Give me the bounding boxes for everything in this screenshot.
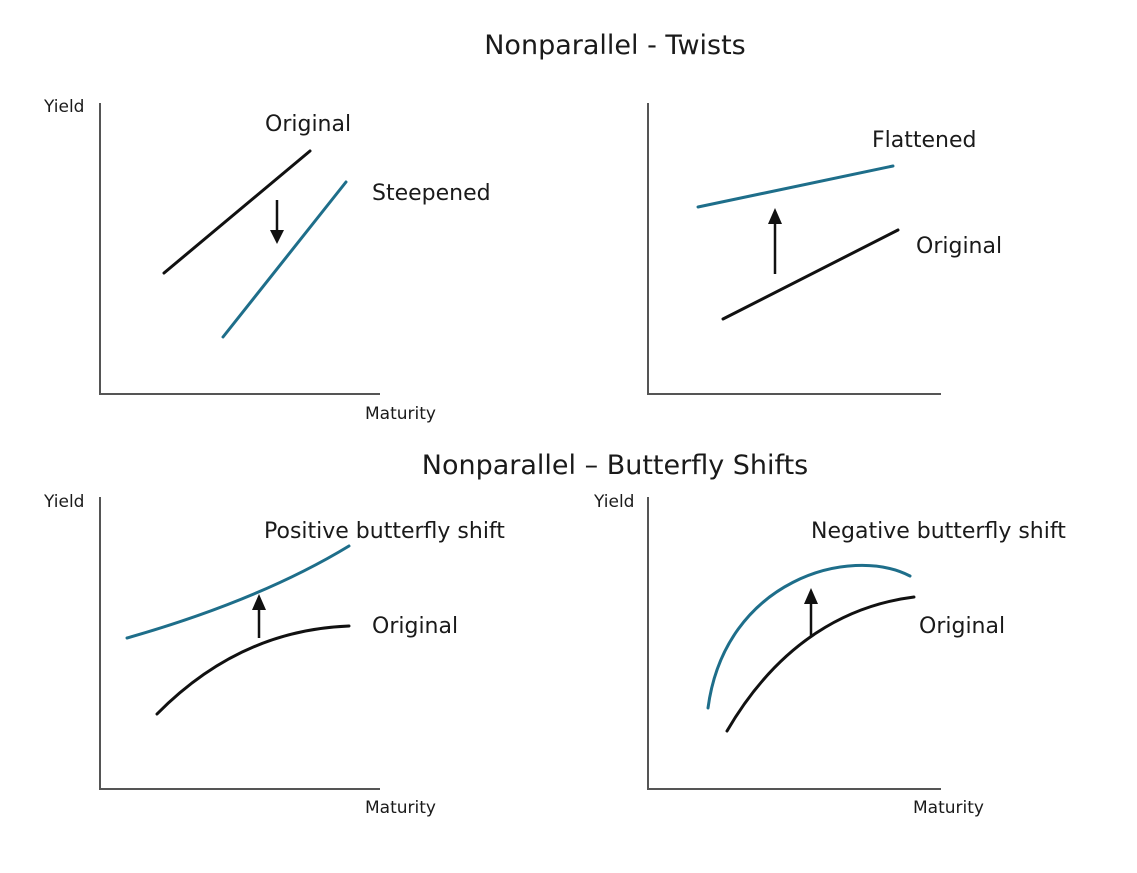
steepened-shift-arrow <box>270 200 284 244</box>
positive-butterfly-shift-arrow <box>252 594 266 638</box>
negative-butterfly-shift-arrow <box>804 588 818 636</box>
twists-section-title: Nonparallel - Twists <box>484 30 746 61</box>
steepened-x-axis-label: Maturity <box>365 404 436 424</box>
negative-butterfly-x-axis-label: Maturity <box>913 798 984 818</box>
positive-butterfly-original-curve <box>155 624 351 716</box>
steepened-panel: Yield Maturity Original Steepened <box>43 97 491 424</box>
negative-butterfly-panel: Yield Maturity Negative butterfly shift … <box>593 492 1066 818</box>
positive-butterfly-panel: Yield Maturity Positive butterfly shift … <box>43 492 505 818</box>
positive-butterfly-y-axis-label: Yield <box>43 492 84 512</box>
negative-butterfly-original-curve <box>725 595 916 733</box>
negative-butterfly-original-label: Original <box>919 614 1005 639</box>
negative-butterfly-shifted-curve <box>706 563 912 710</box>
flattened-shifted-curve <box>696 164 895 209</box>
negative-butterfly-axes <box>647 497 941 790</box>
butterfly-section-title: Nonparallel – Butterfly Shifts <box>422 450 808 481</box>
steepened-original-curve <box>162 149 312 275</box>
flattened-shift-arrow <box>768 208 782 274</box>
flattened-original-curve <box>721 228 900 321</box>
positive-butterfly-x-axis-label: Maturity <box>365 798 436 818</box>
flattened-original-label: Original <box>916 234 1002 259</box>
positive-butterfly-axes <box>99 497 380 790</box>
positive-butterfly-original-label: Original <box>372 614 458 639</box>
flattened-shifted-label: Flattened <box>872 128 976 153</box>
positive-butterfly-shifted-label: Positive butterfly shift <box>264 519 505 544</box>
negative-butterfly-shifted-label: Negative butterfly shift <box>811 519 1066 544</box>
steepened-shifted-curve <box>221 180 348 339</box>
steepened-y-axis-label: Yield <box>43 97 84 117</box>
positive-butterfly-shifted-curve <box>125 544 351 640</box>
flattened-axes <box>647 103 941 395</box>
steepened-shifted-label: Steepened <box>372 181 491 206</box>
steepened-axes <box>99 103 380 395</box>
negative-butterfly-y-axis-label: Yield <box>593 492 634 512</box>
steepened-original-label: Original <box>265 112 351 137</box>
flattened-panel: Flattened Original <box>647 103 1002 395</box>
